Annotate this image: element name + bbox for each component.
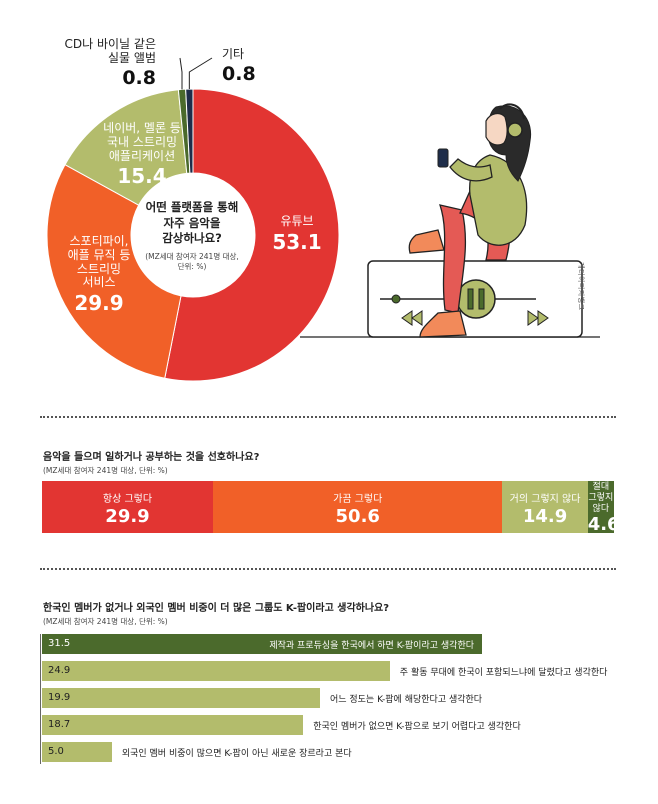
segment-label: 항상 그렇다: [102, 494, 153, 505]
stacked-bar-chart: 항상 그렇다 29.9 가끔 그렇다 50.6 거의 그렇지 않다 14.9 절…: [42, 481, 620, 536]
segment-value: 29.9: [105, 506, 150, 527]
section-divider: [40, 416, 616, 418]
segment-value: 4.6: [587, 514, 620, 536]
bar-value: 24.9: [48, 665, 71, 676]
bar: [42, 742, 112, 762]
leader-lines: [179, 57, 213, 90]
slice-name: 네이버, 멜론 등 국내 스트리밍 애플리케이션: [103, 121, 181, 163]
bar: [42, 634, 482, 654]
bar-value: 31.5: [48, 638, 71, 649]
bar-label: 한국인 멤버가 없으면 K-팝으로 보기 어렵다고 생각한다: [313, 722, 521, 732]
bar-value: 19.9: [48, 692, 71, 703]
donut-note: (MZ세대 참여자 241명 대상, 단위: %): [145, 251, 239, 272]
segment-label: 절대 그렇지 않다: [588, 482, 614, 514]
headphones-icon: [507, 122, 523, 138]
slice-value: 53.1: [272, 229, 322, 254]
bar-row: 24.9 주 활동 무대에 한국이 포함되느냐에 달렸다고 생각한다: [42, 661, 614, 681]
bar-value: 5.0: [48, 746, 64, 757]
segment-sometimes: 가끔 그렇다 50.6: [213, 481, 503, 533]
kpop-bar-note: (MZ세대 참여자 241명 대상, 단위: %): [43, 617, 168, 626]
slice-name: 기타: [222, 47, 245, 61]
slice-name: 스포티파이, 애플 뮤직 등 스트리밍 서비스: [67, 234, 131, 290]
slice-global-streaming: [46, 163, 182, 379]
donut-title: 어떤 플랫폼을 통해 자주 음악을 감상하나요?: [145, 200, 239, 246]
slice-label-domestic-streaming: 네이버, 멜론 등 국내 스트리밍 애플리케이션 15.4: [96, 121, 188, 189]
slice-label-youtube: 유튜브 53.1: [262, 214, 332, 254]
bar-label: 외국인 멤버 비중이 많으면 K-팝이 아닌 새로운 장르라고 본다: [121, 749, 352, 759]
bar: [42, 715, 304, 735]
girl-with-headphones-illustration: [300, 103, 600, 338]
segment-rarely: 거의 그렇지 않다 14.9: [502, 481, 588, 533]
segment-always: 항상 그렇다 29.9: [42, 481, 214, 533]
stacked-bar-title: 음악을 들으며 일하거나 공부하는 것을 선호하나요?: [43, 452, 260, 463]
rewind-icon: [401, 310, 423, 326]
bar-label: 주 활동 무대에 한국이 포함되느냐에 달렸다고 생각한다: [399, 668, 608, 678]
donut-slices: [46, 88, 340, 382]
leader-line: [179, 57, 183, 90]
slice-youtube: [164, 88, 340, 382]
slice-value: 0.8: [222, 62, 256, 85]
segment-value: 14.9: [522, 506, 568, 527]
bar-row: 18.7 한국인 멤버가 없으면 K-팝으로 보기 어렵다고 생각한다: [42, 715, 614, 735]
pause-icon: [456, 279, 496, 319]
section-divider: [40, 568, 616, 570]
bar-label: 제작과 프로듀싱을 한국에서 하면 K-팝이라고 생각한다: [269, 641, 474, 651]
bar-baseline: [40, 634, 41, 764]
bar-row: 5.0 외국인 멤버 비중이 많으면 K-팝이 아닌 새로운 장르라고 본다: [42, 742, 614, 762]
slice-value: 0.8: [122, 66, 156, 89]
bar: [42, 661, 390, 681]
fast-forward-icon: [527, 310, 549, 326]
slice-name: CD나 바이닐 같은 실물 앨범: [64, 37, 157, 65]
bar-row: 19.9 어느 정도는 K-팝에 해당한다고 생각한다: [42, 688, 614, 708]
slice-label-other: 기타 0.8: [222, 47, 268, 86]
leader-line: [188, 57, 213, 90]
donut-chart: [46, 57, 340, 382]
kpop-bar-chart: 31.5 제작과 프로듀싱을 한국에서 하면 K-팝이라고 생각한다 24.9 …: [42, 634, 614, 764]
stacked-bar-note: (MZ세대 참여자 241명 대상, 단위: %): [43, 466, 168, 475]
slice-label-physical-album: CD나 바이닐 같은 실물 앨범 0.8: [60, 37, 157, 89]
kpop-bar-title: 한국인 멤버가 없거나 외국인 멤버 비중이 더 많은 그룹도 K-팝이라고 생…: [43, 603, 390, 614]
segment-value: 50.6: [335, 506, 380, 527]
segment-label: 거의 그렇지 않다: [509, 494, 581, 505]
slice-other: [185, 88, 194, 174]
donut-center-question: 어떤 플랫폼을 통해 자주 음악을 감상하나요? (MZ세대 참여자 241명 …: [136, 200, 248, 273]
bar-row: 31.5 제작과 프로듀싱을 한국에서 하면 K-팝이라고 생각한다: [42, 634, 614, 654]
image-credit: 게티이미지뱅크: [577, 262, 585, 311]
slice-domestic-streaming: [64, 89, 188, 206]
segment-never: 절대 그렇지 않다 4.6: [587, 481, 620, 536]
slice-name: 유튜브: [280, 214, 314, 228]
bar-label: 어느 정도는 K-팝에 해당한다고 생각한다: [329, 695, 483, 705]
slice-value: 29.9: [74, 291, 124, 316]
segment-label: 가끔 그렇다: [333, 494, 383, 505]
bar: [42, 688, 320, 708]
slice-value: 15.4: [117, 164, 167, 189]
bar-value: 18.7: [48, 719, 71, 730]
slice-label-global-streaming: 스포티파이, 애플 뮤직 등 스트리밍 서비스 29.9: [60, 234, 138, 316]
